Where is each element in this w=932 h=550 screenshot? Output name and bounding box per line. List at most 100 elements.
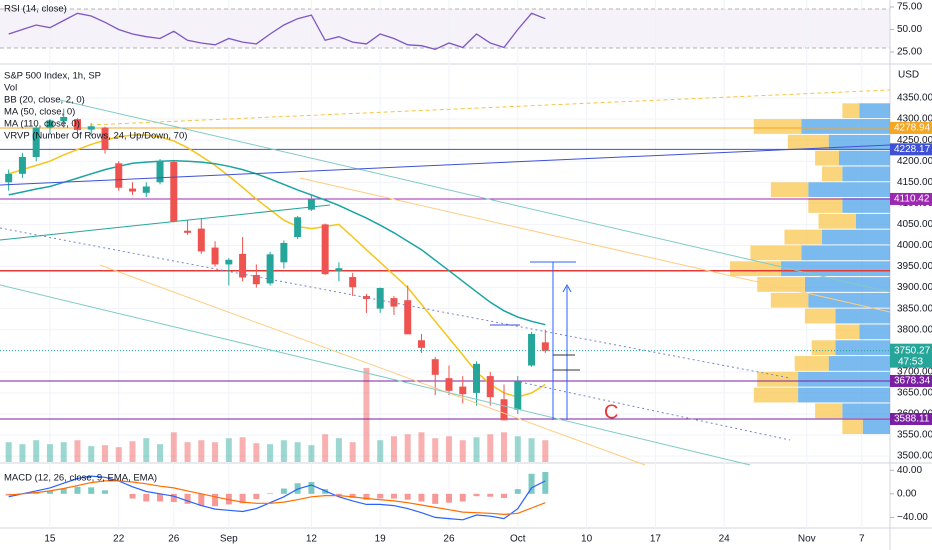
last-price-label: 3750.27 [894,345,931,356]
histogram-bar [514,489,521,494]
profile-down [804,277,890,292]
legend-entry: MA (110, close, 0) [4,119,80,130]
y-tick-label: 4250.00 [897,135,932,146]
y-tick-label: 75.00 [897,2,922,13]
histogram-bar [74,486,81,494]
macd-title: MACD (12, 26, close, 9, EMA, EMA) [4,473,157,484]
profile-down [855,213,890,229]
volume-bar [46,444,53,462]
candle-body [335,268,343,271]
histogram-bar [432,493,439,504]
volume-bar [280,440,287,462]
x-tick-label: 26 [443,534,455,545]
profile-up [811,340,836,356]
profile-down [842,166,890,182]
volume-bar [335,438,342,462]
histogram-bar [88,487,95,494]
profile-down [808,182,890,198]
profile-down [838,150,890,166]
trend-line [99,264,646,466]
profile-down [842,403,890,419]
candle-body [294,217,302,238]
volume-bar [528,438,535,462]
measure-arrow [562,283,572,293]
histogram-bar [46,490,53,494]
candle-body [321,224,329,275]
candle-body [486,376,494,398]
candle-body [129,188,137,192]
profile-up [818,213,856,229]
histogram-bar [239,493,246,504]
y-tick-label: 25.00 [897,47,922,58]
level-label-box [890,143,932,156]
candle-body [431,359,439,375]
volume-bar [143,438,150,462]
volume-bar [445,436,452,462]
candle-body [528,333,536,366]
level-label-box [890,374,932,387]
x-tick-label: 12 [306,534,318,545]
histogram-bar [308,482,315,494]
volume-bar [363,367,370,462]
profile-up [784,229,822,245]
histogram-bar [390,493,397,499]
histogram-bar [418,493,425,502]
profile-down [781,261,890,277]
candle-body [60,116,68,122]
histogram-bar [335,493,342,495]
y-tick-label: 4000.00 [897,240,932,251]
volume-bar [501,432,508,462]
x-tick-label: 24 [719,534,731,545]
overlay: 15 22 26 Sep 12 19 26 Oct 10 17 24 Nov 7 75.00 50.00 25… [44,2,932,545]
histogram-bar [487,493,494,497]
profile-up [750,245,802,261]
y-tick-label: 40.00 [897,465,922,476]
volume-bar [377,440,384,462]
candle-body [73,119,81,131]
profile-up [730,261,782,277]
rsi-line [8,12,546,50]
trend-line [519,381,791,441]
histogram-bar [170,493,177,503]
candle-body [349,277,357,288]
volume-bar [542,440,549,462]
profile-up [804,308,836,324]
countdown: 47:53 [898,356,923,367]
profile-down [842,198,890,213]
histogram-bar [60,488,67,494]
volume-bar [308,445,315,462]
candle-body [32,127,40,157]
profile-up [808,198,843,213]
x-tick-label: 17 [650,534,662,545]
histogram-bar [101,490,108,494]
histogram-bar [253,493,260,500]
histogram-bar [212,493,219,507]
y-tick-label: 3900.00 [897,282,932,293]
histogram-bar [129,493,136,499]
level-label-box [890,192,932,205]
histogram-bar [473,493,480,497]
volume-bar [88,446,95,462]
axis-unit: USD [898,70,919,81]
profile-up [794,356,829,371]
volume-bar [5,442,12,462]
volume-bar [267,444,274,462]
y-tick-label: 3850.00 [897,303,932,314]
histogram-bar [363,493,370,500]
volume-bar [487,434,494,462]
profile-up [815,150,839,166]
volume-bar [294,442,301,462]
candle-body [459,386,467,395]
profile-up [757,277,805,292]
candle-body [473,363,481,393]
trend-line [59,99,891,293]
ma-line [8,134,546,398]
last-price-box [890,343,932,368]
level-label-box [890,412,932,425]
profile-down [859,103,890,119]
profile-up [835,324,860,340]
candle-body [5,173,13,183]
rsi-title: RSI (14, close) [4,4,67,15]
level-label: 4278.94 [894,123,931,134]
